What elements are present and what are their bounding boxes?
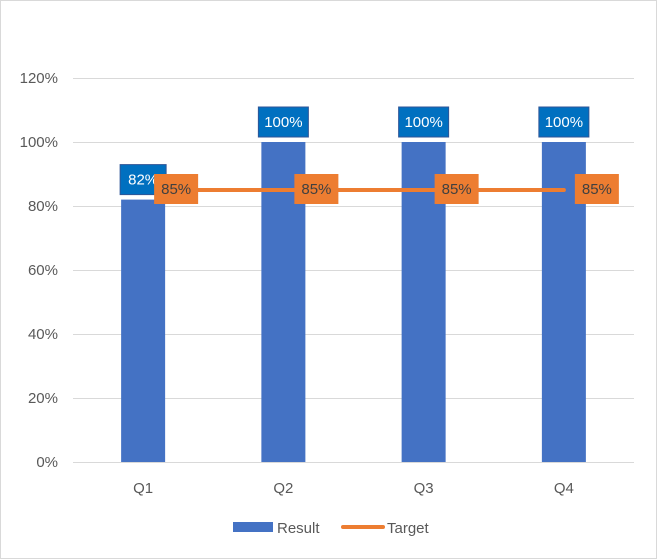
result-data-label: 100% <box>538 106 590 138</box>
y-tick-label: 40% <box>28 326 58 343</box>
y-tick-label: 80% <box>28 198 58 215</box>
result-data-label: 100% <box>257 106 309 138</box>
y-tick-label: 0% <box>36 454 58 471</box>
legend-result-label: Result <box>277 520 320 537</box>
result-data-label-text: 100% <box>545 114 583 131</box>
x-tick-label: Q2 <box>273 480 293 497</box>
x-tick-label: Q3 <box>414 480 434 497</box>
target-data-label-box <box>434 174 479 204</box>
target-data-label: 85% <box>434 174 479 204</box>
data-labels: 82% 100% 100% 100% 85% 85% 85% 85% <box>119 106 619 204</box>
grid-layer <box>73 78 634 463</box>
target-data-label-text: 85% <box>301 181 331 198</box>
result-data-label-box <box>257 106 309 138</box>
result-data-label-text: 82% <box>128 172 158 189</box>
target-data-label: 85% <box>154 174 199 204</box>
target-data-label-box <box>294 174 339 204</box>
x-tick-label: Q4 <box>554 480 574 497</box>
result-data-label-box <box>398 106 450 138</box>
result-data-label-text: 100% <box>264 114 302 131</box>
y-axis-tick-labels: 0% 20% 40% 60% 80% 100% 120% <box>20 70 58 471</box>
target-data-label-box <box>574 174 619 204</box>
result-bar-q1 <box>121 199 166 462</box>
result-data-label-box <box>538 106 590 138</box>
target-data-label-text: 85% <box>161 181 191 198</box>
legend: Result Target <box>233 520 430 537</box>
y-tick-label: 60% <box>28 262 58 279</box>
result-data-label: 100% <box>398 106 450 138</box>
target-data-label-box <box>154 174 199 204</box>
y-tick-label: 100% <box>20 134 58 151</box>
result-data-label-text: 100% <box>404 114 442 131</box>
legend-target-label: Target <box>387 520 430 537</box>
legend-result-swatch <box>233 522 273 532</box>
x-axis-tick-labels: Q1 Q2 Q3 Q4 <box>133 480 574 497</box>
x-tick-label: Q1 <box>133 480 153 497</box>
target-data-label: 85% <box>294 174 339 204</box>
target-data-label-text: 85% <box>442 181 472 198</box>
y-tick-label: 20% <box>28 390 58 407</box>
y-tick-label: 120% <box>20 70 58 87</box>
target-data-label-text: 85% <box>582 181 612 198</box>
target-data-label: 85% <box>574 174 619 204</box>
